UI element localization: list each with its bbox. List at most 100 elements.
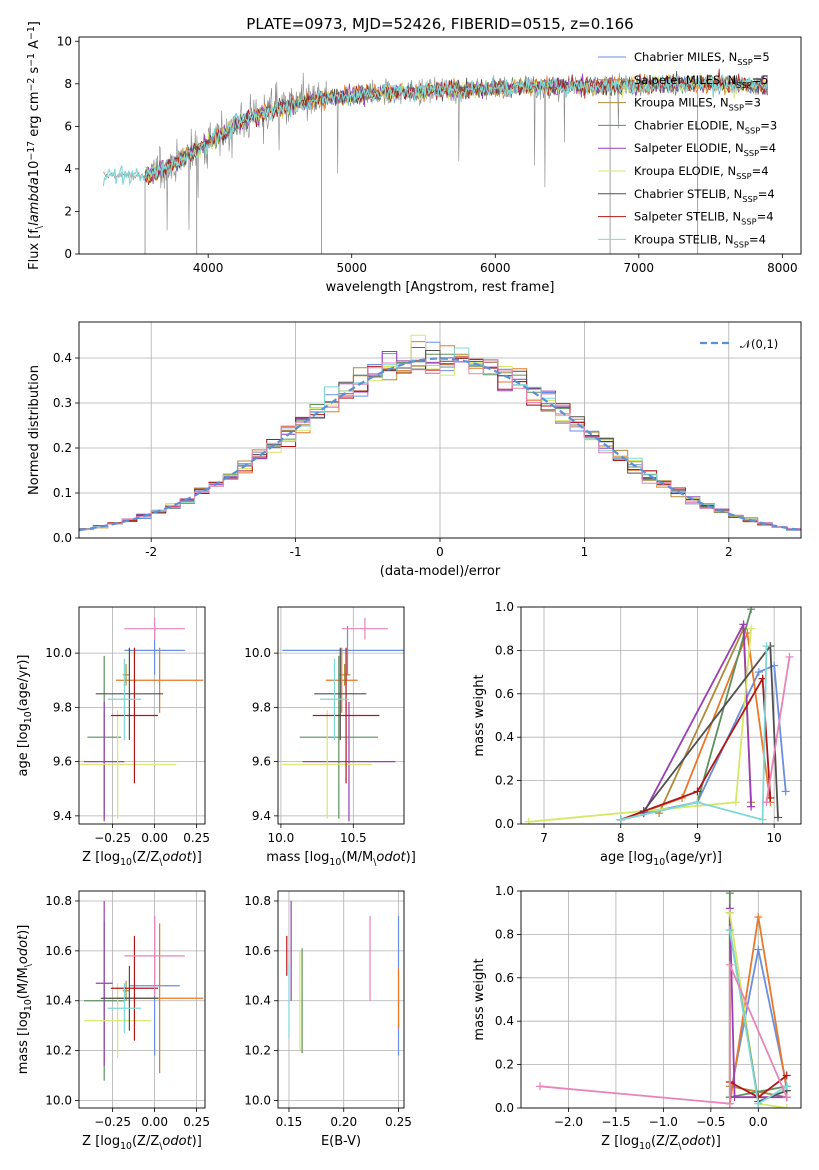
error-bar-point: [124, 915, 185, 996]
y-tick-label: 0: [64, 247, 72, 261]
x-tick-label: 8: [617, 831, 625, 845]
weight-line: [765, 656, 791, 803]
spectrum-plot-area: [102, 68, 768, 254]
weight-marker: [730, 1093, 739, 1102]
weight-marker: [731, 798, 740, 807]
x-tick-label: 10.0: [268, 831, 295, 845]
y-tick-label: 10.2: [45, 1044, 72, 1058]
y-tick-label: 0.4: [53, 351, 72, 365]
x-axis-label: mass [log10(M/M\odot)]: [266, 850, 416, 868]
y-tick-label: 10.0: [45, 646, 72, 660]
x-tick-label: 8000: [767, 261, 798, 275]
y-tick-label: 10.8: [45, 894, 72, 908]
weight-marker: [524, 817, 533, 824]
y-tick-label: 0.2: [495, 774, 514, 788]
axes-frame: [78, 606, 206, 825]
y-axis-label: mass weight: [472, 958, 487, 1040]
axes-frame: [78, 36, 802, 255]
legend-label: Kroupa MILES, NSSP=3: [634, 96, 761, 113]
y-tick-label: 1.0: [495, 884, 514, 898]
y-tick-label: 10.6: [45, 944, 72, 958]
y-tick-label: 0.3: [53, 396, 72, 410]
x-tick-label: -2: [145, 545, 157, 559]
weight-marker: [782, 1082, 791, 1091]
y-tick-label: 0.2: [53, 441, 72, 455]
legend-label: Salpeter MILES, NSSP=5: [634, 73, 769, 90]
x-tick-label: 7000: [624, 261, 655, 275]
axes-frame: [520, 890, 802, 1109]
y-tick-label: 10.4: [45, 994, 72, 1008]
y-tick-label: 9.4: [53, 809, 72, 823]
x-tick-label: 2: [725, 545, 733, 559]
y-tick-label: 0.6: [495, 971, 514, 985]
x-tick-label: 0.25: [183, 1115, 210, 1129]
y-tick-label: 0.8: [495, 643, 514, 657]
axes-frame: [78, 321, 802, 539]
error-bar-point: [107, 983, 142, 1034]
axes-frame: [520, 606, 802, 825]
normal-curve: [79, 357, 799, 532]
y-tick-label: 0.8: [495, 927, 514, 941]
spectrum-panel: 4000 5000 6000 7000 8000 0 2 4 6 8 10 wavelength [A…: [26, 15, 802, 295]
error-bar-point: [282, 710, 373, 819]
x-tick-label: −1.5: [601, 1115, 630, 1129]
weight-marker: [725, 1099, 734, 1108]
weight-marker: [725, 891, 734, 898]
weight-marker: [616, 815, 625, 824]
x-axis-label: age [log10(age/yr)]: [600, 850, 722, 868]
x-tick-label: 0.15: [276, 1115, 303, 1129]
weight-marker: [747, 802, 756, 811]
y-tick-label: 0.0: [53, 531, 72, 545]
y-tick-label: 0.2: [495, 1058, 514, 1072]
error-bar-point: [124, 617, 185, 640]
x-tick-label: 4000: [193, 261, 224, 275]
weight-marker: [747, 607, 756, 614]
weight-marker: [754, 945, 763, 954]
weight_vs_Z-plot-area: [535, 891, 791, 1108]
y-tick-label: 10.4: [244, 994, 271, 1008]
histogram-steps: [79, 350, 801, 530]
y-axis-label: Flux [f\lambda10−17 erg cm−2 s−1 A−1]: [26, 21, 45, 270]
weight-marker: [785, 652, 794, 661]
error-bar-point: [84, 701, 125, 822]
y-tick-label: 10: [57, 34, 72, 48]
y-tick-label: 9.6: [53, 755, 72, 769]
x-tick-label: 9: [694, 831, 702, 845]
weight-marker: [754, 913, 763, 922]
y-tick-label: 0.4: [495, 730, 514, 744]
weight-marker: [725, 908, 734, 917]
x-tick-label: 0.25: [183, 831, 210, 845]
y-tick-label: 10.0: [244, 646, 271, 660]
x-tick-label: −0.5: [696, 1115, 725, 1129]
error-bar-point: [325, 647, 358, 713]
weight-marker: [762, 642, 771, 651]
error-bar-point: [115, 647, 204, 713]
x-tick-label: −1.0: [649, 1115, 678, 1129]
error-bar-point: [299, 655, 378, 819]
legend-label: Salpeter STELIB, NSSP=4: [634, 210, 774, 227]
weight-line: [528, 628, 752, 823]
x-tick-label: −2.0: [554, 1115, 583, 1129]
error-bar-point: [84, 983, 152, 1059]
y-tick-label: 0.4: [495, 1014, 514, 1028]
y-axis-label: age [log10(age/yr)]: [16, 655, 34, 777]
mass_vs_Z-plot-area: [84, 900, 204, 1081]
x-tick-label: 5000: [336, 261, 367, 275]
weight-marker: [781, 787, 790, 796]
age_vs_Z-panel: −0.25 0.00 0.25 9.4 9.6 9.8 10.0 Z [log10(Z/Z\o…: [16, 606, 210, 868]
age_vs_Z-plot-area: [79, 617, 204, 822]
y-axis-label: mass weight: [472, 674, 487, 756]
weight-marker: [773, 813, 782, 822]
x-tick-label: 0.20: [330, 1115, 357, 1129]
mass_vs_EBV-plot-area: [286, 900, 400, 1056]
error-bar-point: [302, 701, 396, 822]
y-tick-label: 10.8: [244, 894, 271, 908]
residual-legend: 𝒩(0,1): [700, 337, 778, 351]
x-axis-label: E(B-V): [321, 1134, 361, 1149]
age_vs_mass-panel: 10.0 10.5 9.4 9.6 9.8 10.0 mass [log10(M/M\odo…: [244, 606, 416, 868]
x-tick-label: 7: [540, 831, 548, 845]
mass_vs_EBV-panel: 0.15 0.20 0.25 10.0 10.2 10.4 10.6 10.8 E(B-V): [244, 890, 412, 1149]
x-tick-label: 10.5: [340, 831, 367, 845]
y-tick-label: 10.6: [244, 944, 271, 958]
